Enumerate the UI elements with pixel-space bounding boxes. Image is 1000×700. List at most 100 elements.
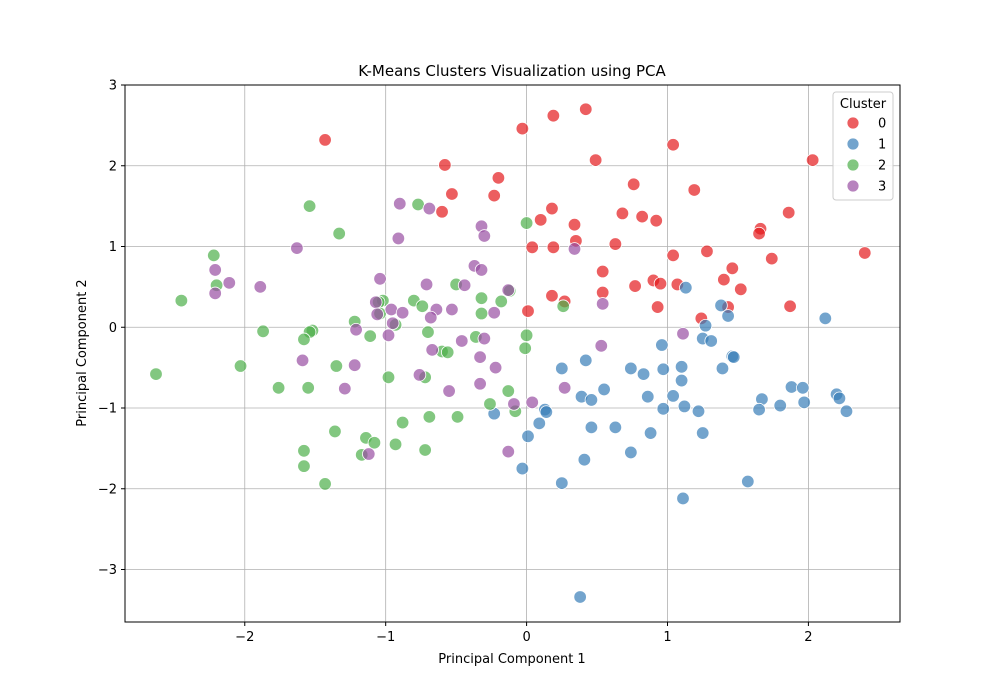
y-tick-label: −3	[98, 563, 117, 578]
cluster-3-point	[222, 276, 236, 290]
cluster-2-point	[395, 415, 410, 430]
cluster-0-point	[525, 240, 539, 255]
cluster-2-point	[421, 325, 435, 339]
cluster-0-point	[438, 158, 452, 172]
cluster-3-point	[412, 368, 427, 382]
cluster-1-point	[656, 402, 670, 416]
cluster-3-point	[384, 302, 399, 317]
cluster-3-point	[373, 272, 387, 286]
cluster-1-point	[579, 353, 593, 368]
cluster-3-point	[386, 316, 400, 330]
cluster-0-point	[608, 237, 623, 251]
cluster-0-point	[725, 261, 740, 276]
cluster-1-point	[679, 280, 693, 295]
cluster-0-point	[567, 218, 582, 232]
cluster-2-point	[329, 359, 344, 373]
cluster-2-point	[207, 248, 221, 263]
cluster-1-point	[676, 491, 690, 506]
cluster-0-point	[491, 171, 506, 185]
cluster-0-point	[687, 183, 701, 197]
cluster-3-point	[487, 306, 501, 320]
cluster-1-point	[696, 426, 710, 440]
cluster-3-point	[422, 201, 437, 216]
cluster-1-point	[555, 361, 569, 376]
x-tick-label: 0	[522, 630, 530, 645]
cluster-3-point	[488, 360, 503, 375]
cluster-0-point	[653, 276, 668, 291]
cluster-0-point	[595, 264, 610, 279]
cluster-0-point	[734, 282, 748, 297]
cluster-3-point	[442, 384, 456, 398]
legend-label: 3	[878, 180, 886, 195]
cluster-3-point	[253, 280, 267, 294]
axis-ticks: −2 −1 0 1 2 −3 −2 −1 0 1 2 3	[98, 79, 813, 646]
cluster-3-point	[474, 263, 489, 277]
cluster-3-point	[473, 377, 487, 391]
cluster-0-point	[545, 289, 559, 303]
legend-marker	[846, 116, 860, 130]
cluster-3-point	[208, 286, 222, 301]
legend-marker	[846, 137, 860, 151]
cluster-2-point	[363, 329, 377, 343]
cluster-0-point	[650, 300, 665, 314]
cluster-0-point	[615, 206, 630, 221]
cluster-3-point	[425, 343, 439, 357]
cluster-3-point	[473, 350, 487, 364]
cluster-2-point	[474, 291, 489, 305]
cluster-1-point	[832, 391, 847, 406]
x-tick-label: −1	[376, 630, 395, 645]
cluster-2-point	[328, 424, 342, 439]
cluster-1-point	[608, 420, 623, 435]
y-tick-label: −1	[98, 402, 117, 417]
cluster-3-point	[457, 278, 472, 292]
cluster-2-point	[440, 345, 455, 359]
cluster-0-point	[783, 299, 797, 313]
cluster-3-point	[370, 307, 384, 322]
cluster-2-point	[415, 299, 430, 313]
cluster-2-point	[418, 443, 432, 457]
cluster-0-point	[765, 251, 779, 266]
cluster-2-point	[174, 293, 189, 308]
cluster-1-point	[555, 476, 569, 490]
cluster-2-point	[556, 299, 570, 313]
cluster-1-point	[577, 452, 592, 467]
chart-title: K-Means Clusters Visualization using PCA	[358, 62, 666, 80]
cluster-1-point	[698, 318, 713, 333]
cluster-3-point	[557, 381, 572, 395]
cluster-0-point	[717, 272, 731, 287]
cluster-0-point	[805, 153, 820, 167]
x-tick-label: −2	[235, 630, 254, 645]
cluster-1-point	[655, 338, 669, 352]
cluster-2-point	[381, 370, 396, 385]
cluster-0-point	[445, 187, 459, 201]
cluster-1-point	[773, 398, 787, 413]
cluster-0-point	[546, 240, 561, 255]
cluster-1-point	[573, 590, 587, 604]
cluster-2-point	[332, 226, 346, 241]
cluster-3-point	[338, 381, 352, 396]
cluster-3-point	[295, 353, 310, 368]
cluster-1-point	[741, 474, 755, 489]
legend-title: Cluster	[840, 97, 887, 112]
grid	[125, 84, 900, 622]
cluster-0-point	[781, 205, 796, 220]
cluster-1-point	[727, 350, 741, 364]
cluster-3-point	[507, 397, 521, 411]
y-tick-label: 0	[109, 321, 117, 336]
cluster-3-point	[445, 302, 459, 317]
cluster-2-point	[302, 199, 317, 213]
cluster-2-point	[297, 459, 311, 473]
cluster-3-point	[419, 277, 434, 292]
cluster-3-point	[595, 297, 610, 311]
legend-marker	[846, 179, 860, 193]
cluster-1-point	[839, 404, 854, 418]
x-axis-label: Principal Component 1	[438, 652, 585, 667]
cluster-2-point	[422, 410, 437, 424]
legend: Cluster 0 1 2 3	[832, 91, 894, 201]
y-axis-label: Principal Component 2	[75, 279, 90, 426]
cluster-2-point	[301, 381, 315, 395]
x-tick-label: 1	[663, 630, 671, 645]
cluster-1-point	[674, 373, 689, 388]
cluster-3-point	[349, 322, 363, 337]
